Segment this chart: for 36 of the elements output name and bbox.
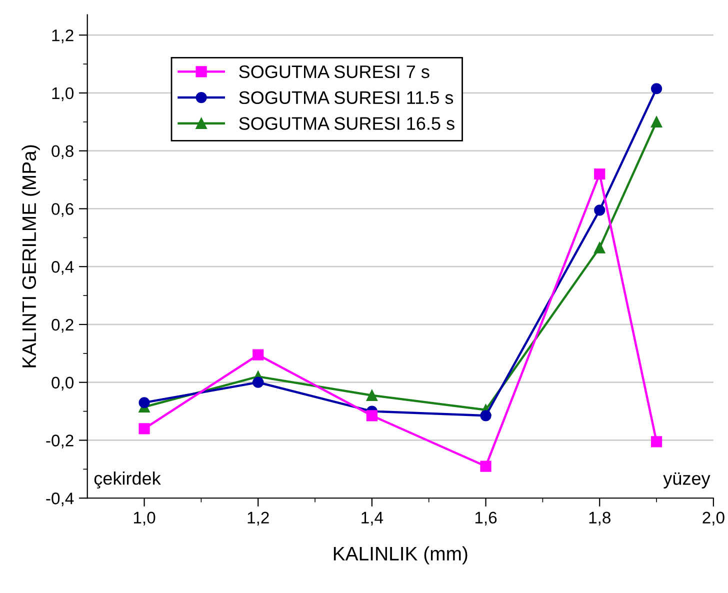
point [650,436,662,448]
legend-label: SOGUTMA SURESI 16.5 s [239,117,454,130]
y-tick-label: 0,4 [52,261,74,275]
y-tick-label: -0,4 [46,492,74,506]
y-tick-label: 1,0 [52,87,74,102]
point [366,390,378,401]
x-tick-label: 1,8 [589,512,610,526]
annotation: yüzey [663,472,710,488]
point [480,460,492,472]
point [138,397,150,408]
y-tick-label: 0,2 [52,318,74,333]
y-tick-label: -0,2 [46,434,74,448]
point [366,410,378,422]
x-tick-label: 1,6 [475,512,497,526]
point [594,242,606,254]
x-tick-label: 1,2 [248,512,269,526]
point [252,376,264,388]
legend-label: SOGUTMA SURESI 11.5 s [239,91,454,104]
point [594,204,606,216]
annotation: çekirdek [94,472,161,488]
point [138,423,150,434]
point [650,116,662,128]
x-tick-label: 1,0 [134,512,156,526]
point [252,349,264,360]
point [650,83,662,94]
y-axis-title: KALINTI GERILME (MPa) [22,145,40,368]
y-tick-label: 0,8 [52,145,74,160]
y-tick-label: 1,2 [52,29,74,44]
legend-label: SOGUTMA SURESI 7 s [239,65,430,78]
point [480,410,492,422]
y-tick-label: 0,0 [52,376,74,391]
y-tick-label: 0,6 [52,203,74,217]
x-axis-title: KALINLIK (mm) [334,546,468,564]
x-tick-label: 1,4 [362,512,384,526]
point [594,168,606,180]
x-tick-label: 2,0 [702,512,724,526]
